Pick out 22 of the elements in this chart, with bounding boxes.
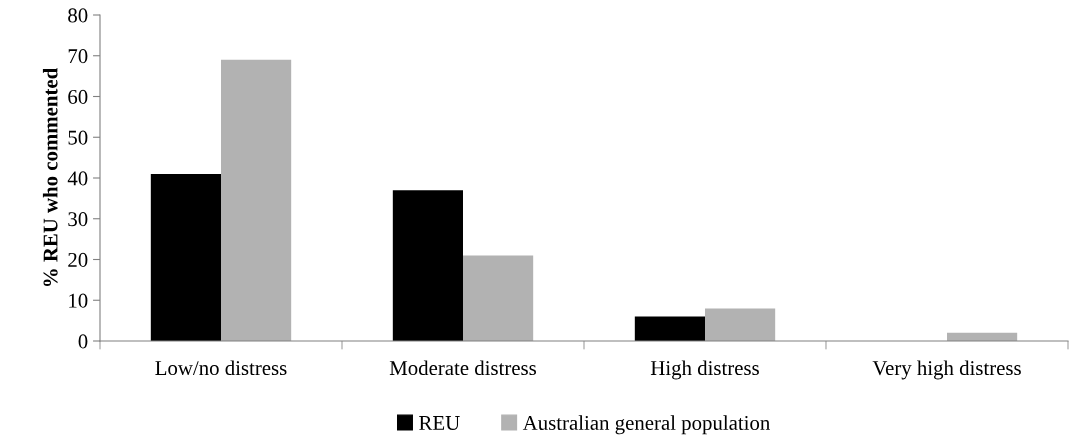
x-tick-label: Moderate distress [389, 360, 537, 376]
y-tick-label: 80 [68, 8, 88, 23]
y-tick-label: 60 [68, 89, 88, 104]
legend-label: REU [419, 416, 460, 430]
bar [463, 255, 534, 341]
bar [221, 59, 292, 341]
y-tick-label: 40 [67, 171, 88, 186]
x-tick-label: Very high distress [872, 360, 1021, 380]
legend-label: Australian general population [522, 415, 770, 435]
y-tick-label: 20 [68, 252, 88, 267]
bar [392, 190, 463, 341]
y-tick-label: 70 [68, 49, 88, 64]
x-tick-label: High distress [650, 360, 759, 380]
y-tick-label: 50 [68, 130, 88, 145]
y-tick-label: 10 [69, 293, 88, 308]
x-tick-label: Low/no distress [155, 360, 287, 376]
y-tick-label: 30 [68, 212, 88, 227]
bar [150, 173, 221, 341]
y-axis-title: % REU who commented [42, 68, 58, 287]
bar [634, 316, 705, 341]
bar [705, 308, 776, 341]
y-tick-label: 0 [78, 334, 88, 349]
